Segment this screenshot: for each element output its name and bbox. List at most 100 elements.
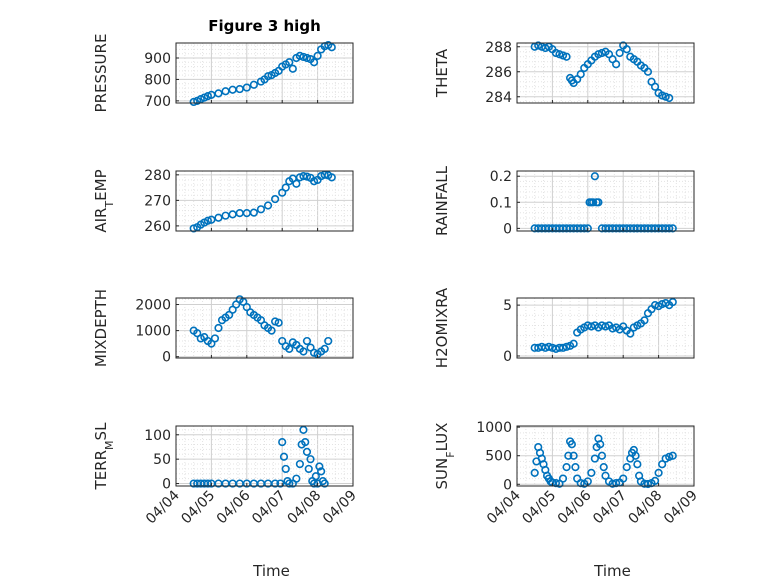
data-point [567,440,576,449]
y-tick-label: 270 [144,193,171,209]
y-tick-label: 0 [162,350,171,366]
data-point [288,64,297,73]
data-point [327,43,336,52]
x-tick-label: 04/09 [320,488,360,528]
axes-box [175,425,354,487]
data-point [665,224,674,233]
data-point [302,336,312,346]
data-point [302,53,312,63]
data-point [601,322,610,331]
data-point [650,476,660,485]
data-point [668,297,677,307]
data-point [626,329,635,338]
data-point [263,201,273,210]
data-point [665,93,674,103]
y-tick-label: 0 [503,221,512,237]
data-point [590,172,599,181]
data-point [249,208,258,217]
data-point [633,460,642,469]
data-point [271,479,280,488]
axes-pressure: 700 800 900 PRESSURE Figure 3 high [92,17,354,112]
data-point [643,67,653,76]
y-tick-label: 0 [503,349,512,365]
data-point [622,463,631,472]
data-point [299,425,308,435]
x-tick-label: 04/07 [590,488,630,528]
x-tick-label: 04/04 [484,487,524,527]
data-point [596,440,605,449]
data-point [320,344,329,353]
axes-box [175,297,354,359]
data-point [302,447,312,456]
x-tick-label: 04/09 [661,488,701,528]
y-axis-label: H2OMIXRA [433,287,451,368]
data-point [320,170,329,179]
x-tick-label: 04/07 [249,488,289,528]
data-point [189,97,198,107]
data-point [622,45,631,54]
axes-box [175,42,354,104]
y-tick-label: 1000 [476,420,512,436]
data-point [569,451,578,460]
data-point [569,339,578,348]
data-point [315,462,324,471]
data-point [589,198,598,207]
data-point [271,194,280,204]
data-point [665,452,674,461]
y-tick-label: 0 [503,477,512,493]
x-tick-label: 04/04 [143,487,183,527]
data-point [203,216,212,225]
y-axis-label: RAINFALL [433,165,451,236]
data-point [668,451,677,460]
data-point [654,468,663,477]
data-point [281,183,290,192]
y-tick-label: 0.2 [490,169,512,185]
chart-title: Figure 3 high [208,17,321,35]
data-point [263,72,273,81]
data-point [214,213,223,222]
data-point [281,464,290,474]
y-tick-label: 284 [485,90,512,106]
axes-h2omixra: 0 5 H2OMIXRA [433,287,695,368]
data-point [279,452,289,461]
y-tick-label: 280 [144,168,171,184]
y-axis-label: MIXDEPTH [92,289,110,367]
x-tick-label: 04/05 [519,488,559,528]
y-axis-label: TERRMSL [92,422,116,491]
data-point [650,82,660,91]
data-point [320,479,329,488]
data-point [304,464,313,474]
data-point [558,343,568,352]
y-axis-label: THETA [433,48,451,98]
y-tick-label: 50 [153,452,171,468]
data-point [658,460,667,469]
y-tick-label: 500 [485,449,512,465]
y-tick-label: 260 [144,219,171,235]
data-point [276,479,285,488]
data-point [594,198,603,207]
data-point [210,334,220,343]
data-point [640,316,649,325]
axes-mixdepth: 0 1000 2000 MIXDEPTH [92,289,354,367]
data-point [242,83,251,92]
data-point [619,474,628,483]
data-point [317,467,326,476]
axes-air-temp: 260 270 280 AIRTEMP [92,168,354,235]
data-point [274,318,283,327]
data-point [309,58,319,67]
y-tick-label: 100 [144,428,171,444]
y-tick-label: 2000 [135,298,171,314]
data-point [530,468,539,477]
x-tick-label: 04/05 [178,488,218,528]
x-axis-label: Time [593,562,631,580]
data-point [576,70,585,79]
y-axis-label: SUNFLUX [433,423,457,490]
data-point [558,474,568,483]
axes-box [516,170,695,232]
data-point [597,451,607,460]
data-point [571,463,580,472]
data-point [327,173,336,182]
data-point [311,472,320,481]
